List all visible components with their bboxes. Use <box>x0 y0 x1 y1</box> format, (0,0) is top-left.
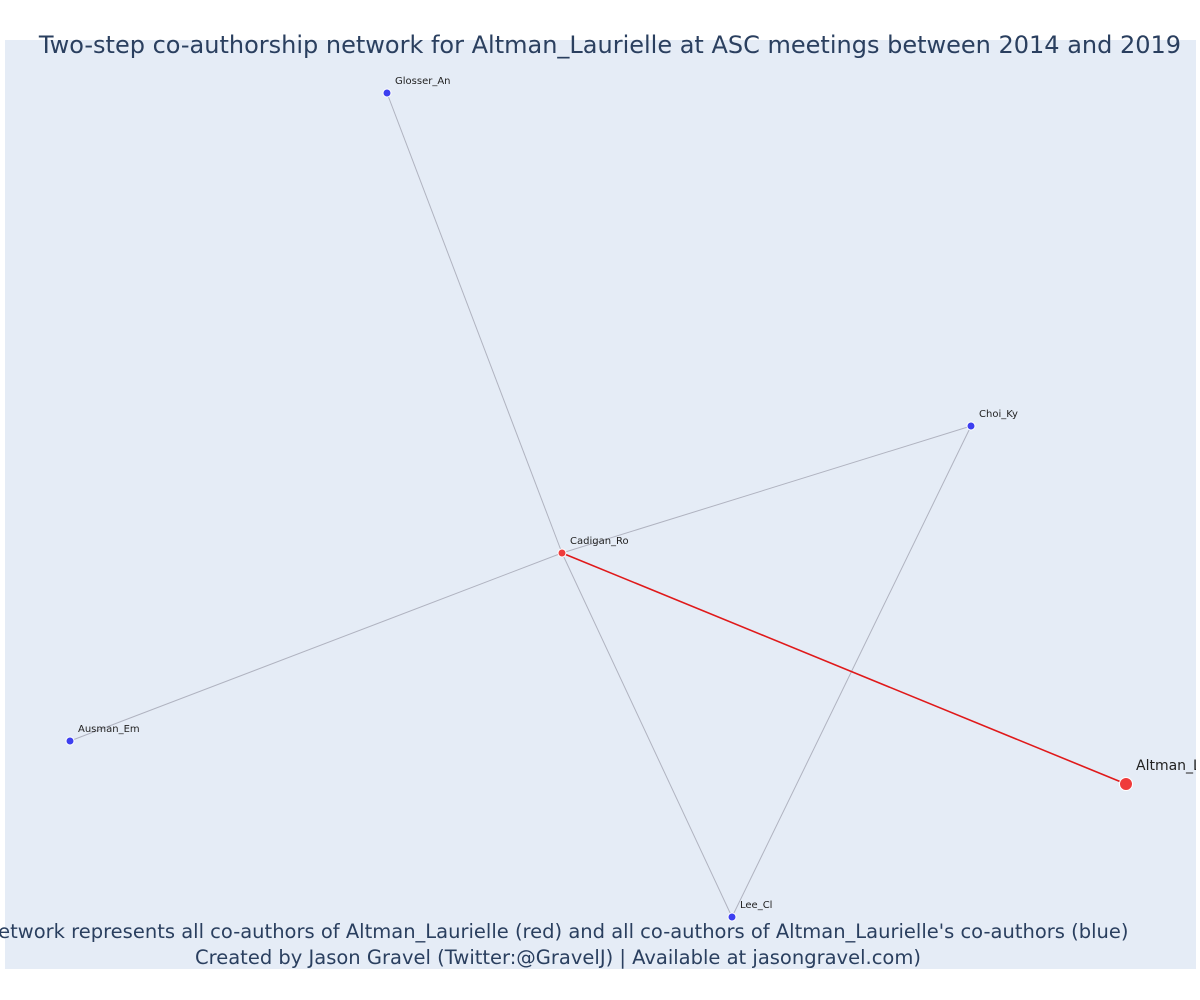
caption-line-1: Network represents all co-authors of Alt… <box>0 920 1128 943</box>
node-label-Lee_Cl: Lee_Cl <box>740 900 772 911</box>
labels-layer: Altman_Laurielle Cadigan_Ro Glosser_An Choi… <box>78 76 1200 911</box>
node-label-Glosser_An: Glosser_An <box>395 76 451 87</box>
caption-line-2: Created by Jason Gravel (Twitter:@Gravel… <box>195 946 921 969</box>
node-Lee_Cl[interactable] <box>727 912 737 922</box>
node-Cadigan_Ro[interactable] <box>557 548 567 558</box>
node-label-Ausman_Em: Ausman_Em <box>78 724 140 735</box>
node-label-Cadigan_Ro: Cadigan_Ro <box>570 536 629 547</box>
node-Glosser_An[interactable] <box>382 88 392 98</box>
edges-layer <box>69 92 1127 918</box>
plot-background <box>5 40 1196 969</box>
edge-Cadigan_Ro-Choi_Ky <box>561 425 972 554</box>
edge-Cadigan_Ro-Ausman_Em <box>69 552 563 742</box>
node-Altman_Laurielle[interactable] <box>1119 777 1133 791</box>
node-label-Altman_Laurielle: Altman_Laurielle <box>1136 758 1200 774</box>
nodes-layer <box>65 88 1133 922</box>
edge-Cadigan_Ro-Lee_Cl <box>561 552 733 918</box>
node-Ausman_Em[interactable] <box>65 736 75 746</box>
node-Choi_Ky[interactable] <box>966 421 976 431</box>
chart-title: Two-step co-authorship network for Altma… <box>38 31 1181 59</box>
edge-Cadigan_Ro-Glosser_An <box>386 92 563 554</box>
edge-Cadigan_Ro-Altman_Laurielle <box>561 552 1127 785</box>
node-label-Choi_Ky: Choi_Ky <box>979 409 1018 420</box>
